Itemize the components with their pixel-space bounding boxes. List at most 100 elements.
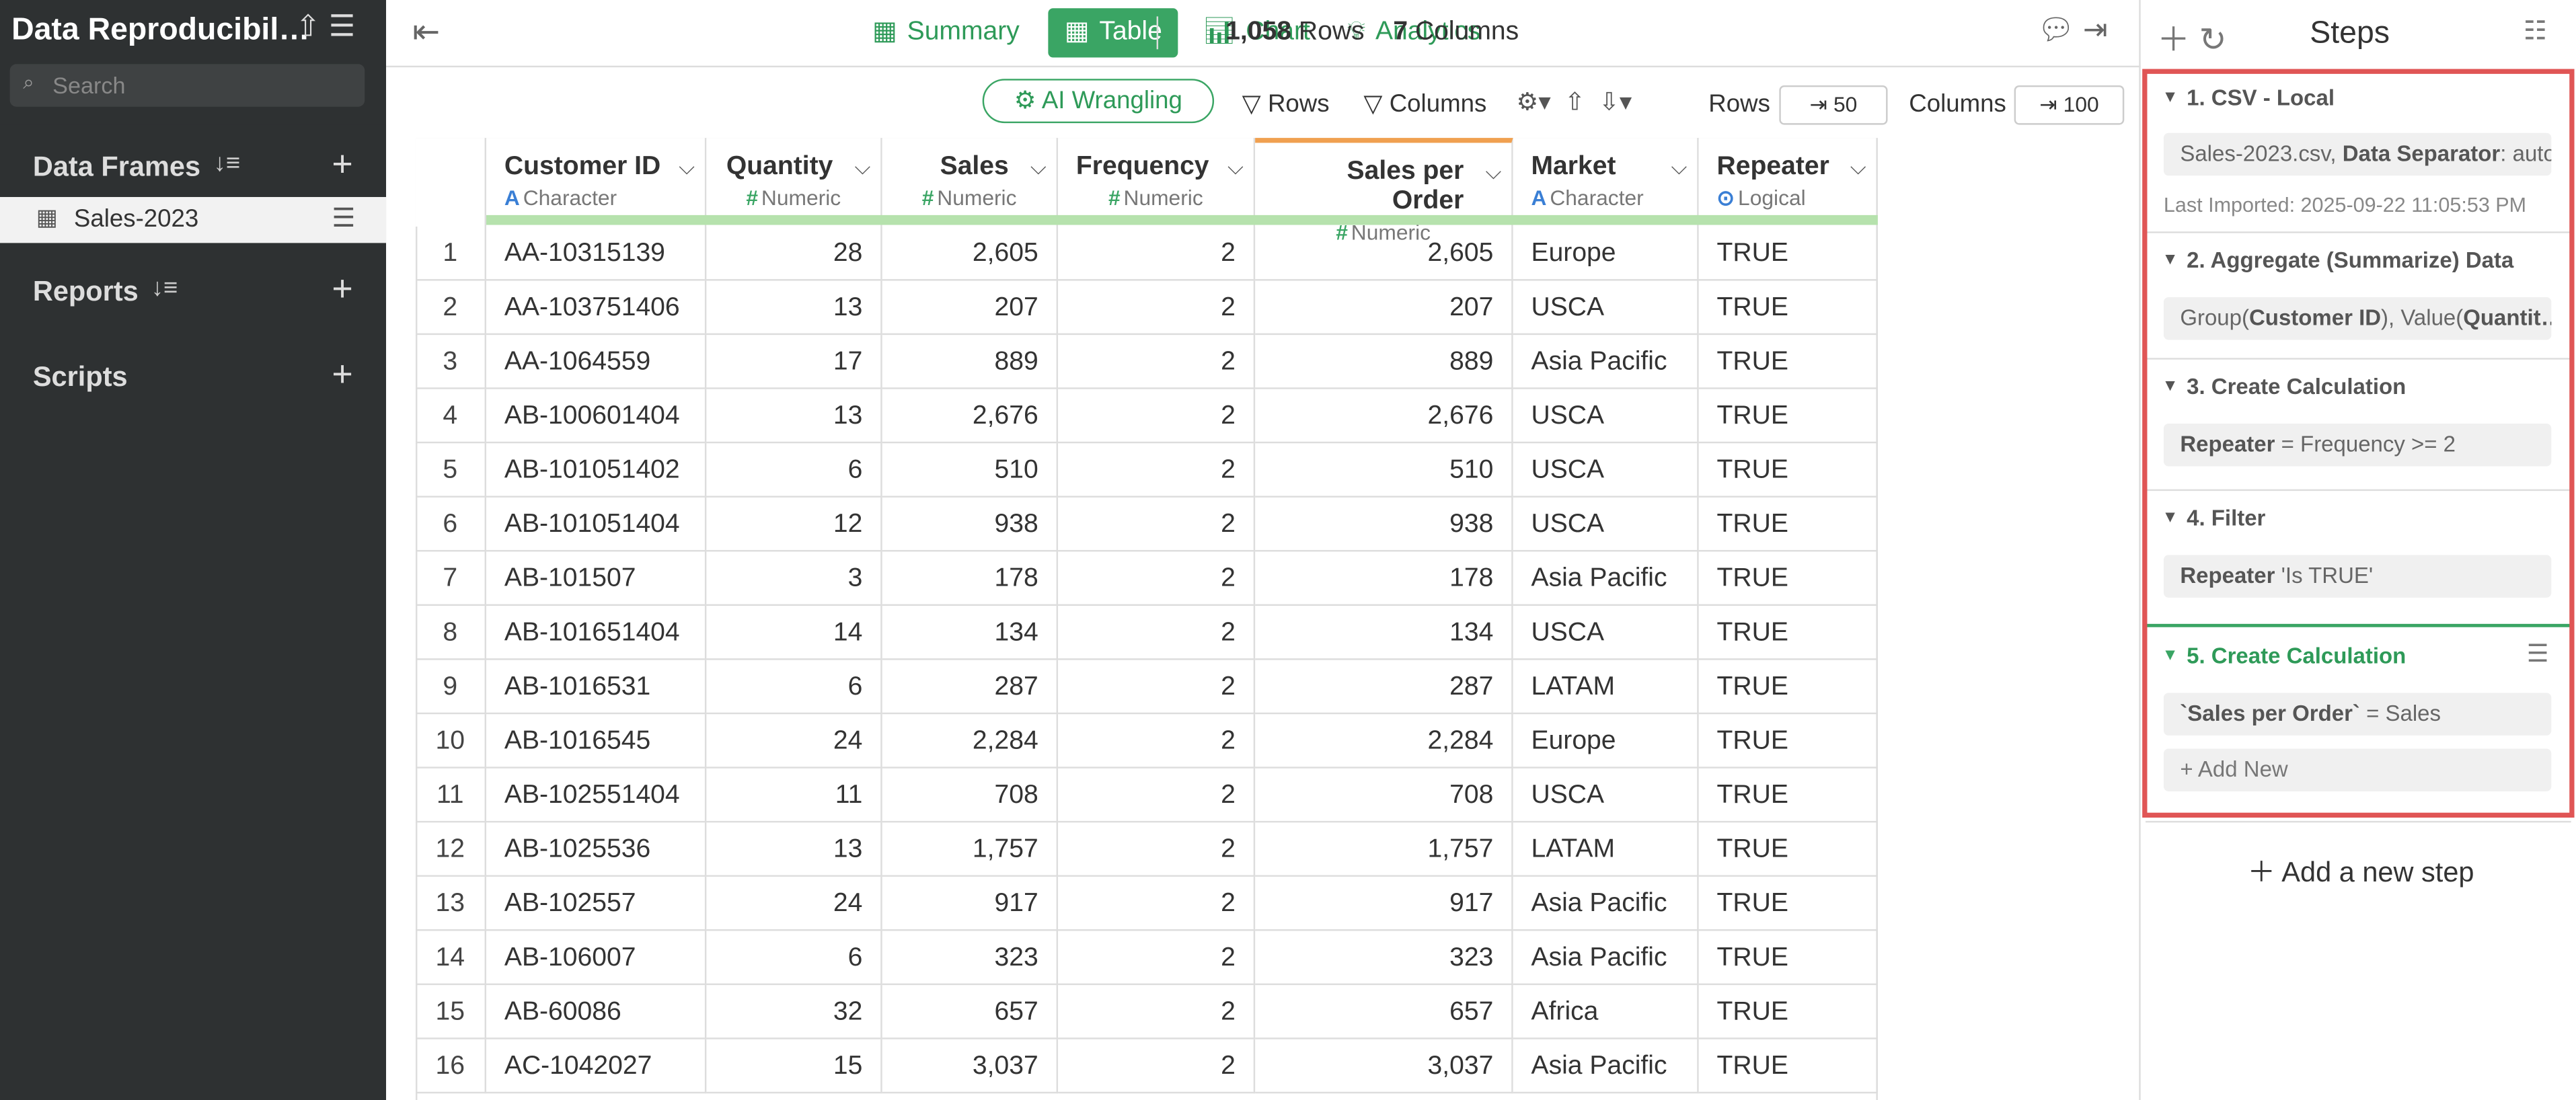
tab[interactable]: 💡︎ Analytics — [1347, 8, 1480, 57]
cell: 2 — [1058, 606, 1256, 660]
content-part: Group( — [2180, 305, 2249, 330]
columns-input[interactable]: ⇥ 100 — [2014, 85, 2125, 125]
add-new[interactable]: + Add New — [2163, 748, 2552, 791]
column-name: Sales per Order — [1347, 157, 1464, 215]
cell: 2 — [1058, 226, 1256, 281]
step-content: Repeater = Frequency >= 2 — [2163, 423, 2552, 467]
cell: TRUE — [1698, 876, 1878, 931]
cell: 2,676 — [1255, 389, 1513, 444]
step[interactable]: ▼ 2. Aggregate (Summarize) Data Group(Cust… — [2146, 231, 2571, 360]
rows-filter[interactable]: ▽ Rows — [1242, 90, 1330, 118]
cell: AB-60086 — [486, 985, 707, 1039]
cell: 13 — [706, 822, 882, 877]
cell: 2 — [1058, 768, 1256, 823]
step[interactable]: ▼ 5. Create Calculation ☰ `Sales per Order`… — [2146, 623, 2571, 823]
step[interactable]: ▼ 1. CSV - Local Sales-2023.csv, Data Sepa… — [2146, 69, 2571, 233]
right-icons[interactable]: 💬︎ ⇥ — [2037, 13, 2108, 46]
column-header[interactable]: Sales per Order ⌵ # Numeric — [1255, 138, 1513, 245]
cell: AB-1016531 — [486, 660, 707, 715]
rows-label: Rows — [1298, 17, 1365, 46]
dropdown[interactable]: ⌵ — [679, 154, 695, 180]
type-label: Logical — [1738, 185, 1806, 210]
cell: TRUE — [1698, 1039, 1878, 1094]
cell: 938 — [1255, 497, 1513, 552]
content-part: Customer ID — [2248, 305, 2382, 330]
cell: Asia Pacific — [1513, 551, 1699, 606]
rows-input[interactable]: ⇥ 50 — [1779, 85, 1888, 125]
cell: 17 — [706, 335, 882, 389]
type-icon: # — [1108, 185, 1121, 210]
tab[interactable]: 📊︎ Chart — [1203, 8, 1310, 57]
item-menu[interactable]: ☰ — [332, 205, 356, 233]
item-row[interactable]: ▦ Sales-2023 ☰ — [0, 197, 387, 243]
step-title: 2. Aggregate (Summarize) Data — [2187, 247, 2514, 273]
collapse-icon[interactable]: ⇤ — [412, 14, 441, 51]
dropdown[interactable]: ⌵ — [1030, 154, 1047, 180]
cell: 11 — [706, 768, 882, 823]
cell: 2 — [1058, 497, 1256, 552]
step[interactable]: ▼ 4. Filter Repeater 'Is TRUE' — [2146, 489, 2571, 626]
cell: 708 — [882, 768, 1059, 823]
cell: AB-100601404 — [486, 389, 707, 444]
section-label[interactable]: Data Frames — [32, 151, 201, 183]
columns-filter[interactable]: ▽ Columns — [1363, 90, 1487, 118]
column-header[interactable]: Sales ⌵ # Numeric — [882, 138, 1059, 227]
cell: 6 — [706, 443, 882, 498]
cell: AB-101051402 — [486, 443, 707, 498]
cell: 207 — [1255, 280, 1513, 336]
steps-title: Steps — [2310, 16, 2390, 51]
add-step-label: Add a new step — [2281, 857, 2474, 889]
column-header[interactable]: Customer ID ⌵ A Character — [486, 138, 707, 227]
section-label[interactable]: Scripts — [32, 361, 128, 393]
cell: 889 — [1255, 335, 1513, 389]
panel-icons[interactable]: ＋ ↻ — [2157, 23, 2227, 59]
dropdown[interactable]: ⌵ — [854, 154, 871, 180]
project-title[interactable]: Data Reproducibil… — [11, 13, 310, 48]
row-number: 7 — [415, 551, 487, 606]
dropdown[interactable]: ⌵ — [1227, 154, 1244, 180]
add-icon[interactable]: + — [332, 268, 353, 309]
add-step[interactable]: ＋ Add a new step — [2247, 857, 2474, 889]
cell: 12 — [706, 497, 882, 552]
content-part: Quantit… — [2463, 305, 2551, 330]
tab[interactable]: ▦ Summary — [872, 8, 1020, 57]
cell: 2 — [1058, 822, 1256, 877]
column-header[interactable]: Quantity ⌵ # Numeric — [706, 138, 882, 227]
cell: 657 — [882, 985, 1059, 1039]
cell: 207 — [882, 280, 1059, 336]
add-icon[interactable]: + — [332, 352, 353, 395]
tool-icons[interactable]: ⚙▾ ⇧ ⇩▾ — [1516, 88, 1632, 117]
step-menu[interactable]: ☰ — [2526, 640, 2549, 668]
column-header[interactable]: Market ⌵ A Character — [1513, 138, 1699, 227]
icons[interactable]: ⇧ ☰ — [295, 9, 356, 43]
caret: ▼ — [2162, 377, 2179, 396]
sort-icon[interactable]: ↓≡ — [151, 274, 178, 303]
step[interactable]: ▼ 3. Create Calculation Repeater = Frequen… — [2146, 358, 2571, 492]
highlight-box — [2142, 69, 2575, 818]
cell: 2 — [1058, 876, 1256, 931]
dropdown[interactable]: ⌵ — [1485, 159, 1502, 184]
cell: 287 — [1255, 660, 1513, 715]
cell: 3,037 — [882, 1039, 1059, 1094]
ai-wrangling-button[interactable]: ⚙ AI Wrangling — [982, 79, 1215, 124]
column-header[interactable]: Frequency ⌵ # Numeric — [1058, 138, 1256, 227]
column-header[interactable]: Repeater ⌵ ⊙ Logical — [1698, 138, 1878, 227]
cell: Asia Pacific — [1513, 931, 1699, 986]
tab[interactable]: ▦ Table — [1048, 8, 1179, 58]
cell: TRUE — [1698, 226, 1878, 281]
cell: TRUE — [1698, 280, 1878, 336]
caret: ▼ — [2162, 88, 2179, 107]
dropdown[interactable]: ⌵ — [1671, 154, 1688, 180]
search-box[interactable]: ⌕ Search — [9, 64, 365, 107]
settings-icon[interactable]: ☷ — [2523, 17, 2547, 46]
caret: ▼ — [2162, 647, 2179, 665]
tab-icon: 📊︎ — [1202, 17, 1236, 46]
add-icon[interactable]: + — [332, 143, 353, 184]
sort-icon[interactable]: ↓≡ — [213, 149, 241, 178]
type-icon: A — [504, 185, 520, 210]
section-label[interactable]: Reports — [32, 276, 139, 307]
cell: AA-10315139 — [486, 226, 707, 281]
row-number: 15 — [415, 985, 487, 1039]
step-note: Last Imported: 2025-09-22 11:05:53 PM — [2163, 194, 2527, 217]
dropdown[interactable]: ⌵ — [1850, 154, 1866, 180]
